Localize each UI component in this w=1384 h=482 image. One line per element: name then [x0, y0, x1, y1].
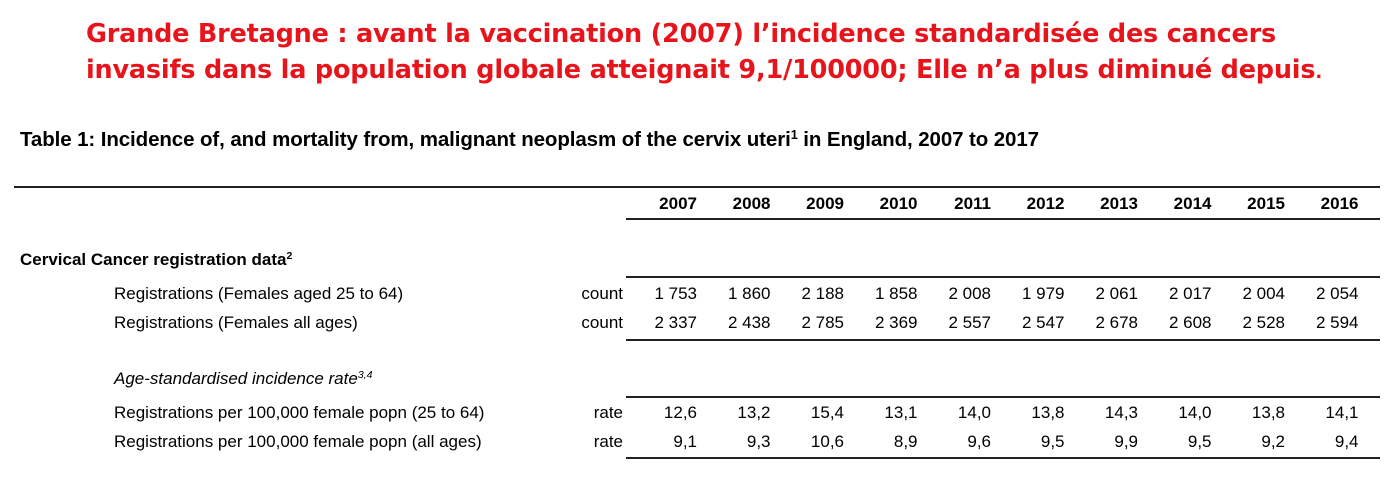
incidence-row-0-cell-9: 14,1: [1325, 403, 1359, 422]
incidence-row-1-cell-4: 9,6: [967, 432, 991, 451]
year-header-5: 2012: [1026, 194, 1065, 213]
headline-line-2-end: .: [1315, 62, 1322, 83]
section-incidence-top-rule: [626, 396, 1380, 398]
incidence-row-0-unit: rate: [593, 403, 623, 422]
incidence-row-0-cell-6: 14,3: [1104, 403, 1138, 422]
section-incidence-title: Age-standardised incidence rate3,4: [114, 369, 372, 389]
table-title-footnote: 1: [790, 127, 798, 143]
year-header-1: 2008: [732, 194, 771, 213]
table-title-text: Table 1: Incidence of, and mortality fro…: [20, 128, 791, 151]
incidence-row-1-cell-3: 8,9: [893, 432, 918, 451]
section-registration-title-text: Cervical Cancer registration data: [20, 250, 287, 269]
headline-line-1: Grande Bretagne : avant la vaccination (…: [86, 19, 1276, 49]
headline: Grande Bretagne : avant la vaccination (…: [86, 16, 1376, 91]
incidence-row-1-cell-9: 9,4: [1334, 432, 1359, 451]
registration-row-1-cell-6: 2 678: [1095, 313, 1138, 332]
year-header-4: 2011: [954, 194, 991, 213]
incidence-row-0-cell-8: 13,8: [1251, 403, 1285, 422]
registration-row-0-cell-3: 1 858: [874, 284, 918, 303]
registration-row-0-cell-0: 1 753: [654, 284, 697, 303]
incidence-row-1-unit: rate: [593, 432, 623, 451]
incidence-row-1-cell-2: 10,6: [810, 432, 844, 451]
incidence-row-0-cell-0: 12,6: [663, 403, 697, 422]
year-header-2: 2009: [806, 194, 844, 213]
incidence-row-0-cell-2: 15,4: [810, 403, 844, 422]
incidence-row-1-cell-0: 9,1: [673, 432, 697, 451]
registration-row-1-cell-3: 2 369: [874, 313, 918, 332]
registration-row-0-cell-5: 1 979: [1021, 284, 1065, 303]
incidence-row-1-label: Registrations per 100,000 female popn (a…: [114, 432, 482, 451]
incidence-row-0-cell-3: 13,1: [884, 403, 918, 422]
registration-row-1-cell-7: 2 608: [1168, 313, 1212, 332]
incidence-row-0-label: Registrations per 100,000 female popn (2…: [114, 403, 485, 422]
registration-row-0-cell-4: 2 008: [948, 284, 991, 303]
registration-row-1-cell-8: 2 528: [1242, 313, 1285, 332]
headline-line-2: invasifs dans la population globale atte…: [86, 52, 1376, 91]
registration-row-1-cell-1: 2 438: [727, 313, 771, 332]
year-header-7: 2014: [1173, 194, 1212, 213]
incidence-row-0-cell-1: 13,2: [737, 403, 771, 422]
registration-row-1-cell-5: 2 547: [1021, 313, 1065, 332]
incidence-row-0-cell-4: 14,0: [957, 403, 991, 422]
registration-row-1-unit: count: [581, 313, 623, 332]
registration-row-0-cell-1: 1 860: [727, 284, 771, 303]
year-header-0: 2007: [659, 194, 697, 213]
registration-row-1-label: Registrations (Females all ages): [114, 313, 358, 332]
year-header-6: 2013: [1100, 194, 1138, 213]
section-incidence-title-text: Age-standardised incidence rate: [114, 369, 358, 388]
registration-row-0-label: Registrations (Females aged 25 to 64): [114, 284, 404, 303]
section-registration-top-rule: [626, 276, 1380, 278]
incidence-row-1-cell-1: 9,3: [746, 432, 771, 451]
registration-row-1-cell-0: 2 337: [654, 313, 697, 332]
incidence-row-1-cell-5: 9,5: [1040, 432, 1065, 451]
registration-row-0-unit: count: [581, 284, 623, 303]
incidence-row-1-cell-6: 9,9: [1114, 432, 1138, 451]
section-registration-footnote: 2: [286, 250, 293, 263]
registration-row-0-cell-9: 2 054: [1315, 284, 1359, 303]
incidence-row-0-cell-7: 14,0: [1178, 403, 1212, 422]
table-top-rule: [14, 186, 1380, 188]
year-header-rule: [626, 218, 1380, 220]
section-incidence-bottom-rule: [626, 457, 1380, 459]
year-header-8: 2015: [1247, 194, 1285, 213]
registration-row-0-cell-7: 2 017: [1168, 284, 1212, 303]
table-title-end: in England, 2007 to 2017: [797, 128, 1039, 151]
registration-row-0-cell-2: 2 188: [801, 284, 844, 303]
section-registration-title: Cervical Cancer registration data2: [20, 250, 292, 270]
year-header-3: 2010: [879, 194, 918, 213]
incidence-row-1-cell-7: 9,5: [1187, 432, 1212, 451]
section-registration-bottom-rule: [626, 339, 1380, 341]
table-title: Table 1: Incidence of, and mortality fro…: [20, 128, 1039, 152]
incidence-row-0-cell-5: 13,8: [1031, 403, 1065, 422]
section-incidence-footnote: 3,4: [357, 369, 373, 382]
incidence-row-1-cell-8: 9,2: [1261, 432, 1285, 451]
registration-row-1-cell-9: 2 594: [1315, 313, 1359, 332]
headline-line-2-text: invasifs dans la population globale atte…: [86, 55, 1316, 85]
registration-row-1-cell-4: 2 557: [948, 313, 991, 332]
registration-row-0-cell-8: 2 004: [1242, 284, 1285, 303]
registration-row-1-cell-2: 2 785: [801, 313, 844, 332]
registration-row-0-cell-6: 2 061: [1095, 284, 1138, 303]
year-header-9: 2016: [1320, 194, 1359, 213]
